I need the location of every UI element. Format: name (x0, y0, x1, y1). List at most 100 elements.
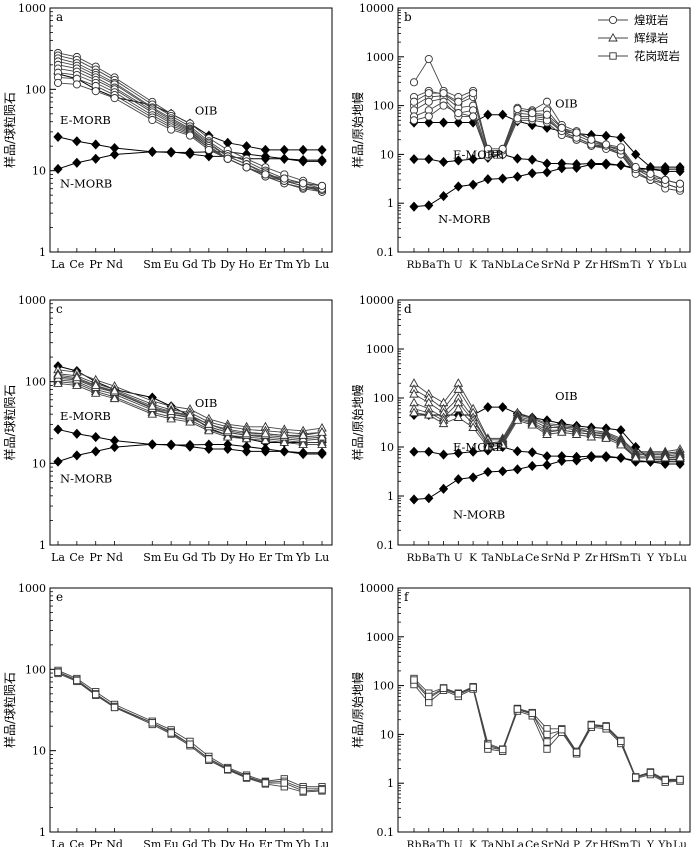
y-tick-label: 100 (25, 663, 46, 676)
y-tick-label: 1 (387, 490, 394, 503)
reference-point-nmorb (147, 439, 157, 450)
reference-point-nmorb (498, 466, 508, 477)
reference-point-nmorb (72, 450, 82, 461)
data-point-circle (110, 94, 119, 103)
reference-point-nmorb (557, 455, 567, 466)
x-tick-label: Yb (295, 258, 310, 271)
reference-point-oib (498, 402, 508, 413)
reference-point-nmorb (317, 155, 327, 166)
x-tick-label: Yb (657, 552, 672, 564)
x-tick-label: Lu (315, 838, 329, 847)
y-tick-label: 10 (32, 457, 46, 470)
legend-label: 煌斑岩 (634, 13, 669, 27)
data-point-square (528, 709, 536, 717)
x-tick-label: Ce (525, 259, 539, 271)
reference-point-emorb (527, 447, 537, 458)
x-tick-label: Sr (541, 259, 554, 271)
data-point-triangle (468, 422, 478, 431)
reference-point-nmorb (72, 157, 82, 168)
reference-point-emorb (53, 131, 63, 142)
reference-point-oib (317, 144, 327, 155)
chart-panel-f: 0.1 1 10 100 1000 10000 Rb Ba Th U K Ta Nb La Ce Sr Nd P Z… (350, 582, 691, 847)
reference-point-emorb (438, 449, 449, 460)
reference-label-oib: OIB (555, 389, 577, 403)
reference-point-oib (527, 119, 537, 131)
reference-point-nmorb (298, 447, 308, 458)
data-point-circle (317, 181, 327, 190)
data-point-square (572, 748, 581, 756)
x-tick-label: La (51, 551, 65, 564)
chart-panel-a: 1 10 100 1000 La Ce Pr Nd Sm Eu Gd Tb Dy Ho Er Tm Yb Lu a 样… (2, 2, 333, 271)
chart-panel-d: 0.1 1 10 100 1000 10000 Rb Ba Th U K Ta Nb La Ce Sr Nd P Z… (350, 294, 691, 564)
data-point-square (73, 676, 81, 685)
data-point-circle (424, 97, 433, 106)
x-tick-label: Yb (295, 838, 310, 847)
reference-point-nmorb (527, 168, 537, 179)
data-point-triangle (166, 413, 176, 423)
y-tick-label: 10 (32, 745, 46, 758)
data-point-circle (454, 109, 463, 118)
plot-frame (49, 299, 333, 546)
x-tick-label: Pr (89, 838, 102, 847)
data-point-circle (661, 175, 670, 184)
y-tick-label: 100 (25, 83, 46, 96)
x-tick-label: Dy (220, 838, 236, 847)
x-tick-label: Yb (295, 551, 310, 564)
x-tick-label: Ta (482, 552, 494, 564)
legend-marker-circle (608, 15, 618, 25)
reference-point-emorb (512, 446, 523, 457)
y-tick-label: 100 (25, 376, 46, 389)
data-point-triangle (409, 407, 419, 417)
y-tick-label: 0.1 (377, 826, 395, 839)
y-tick-label: 100 (373, 100, 394, 113)
data-point-circle (223, 154, 232, 163)
reference-point-nmorb (527, 460, 537, 472)
reference-point-nmorb (260, 151, 271, 162)
x-tick-label: La (511, 839, 524, 847)
plot-frame (397, 587, 691, 833)
data-point-square (148, 719, 156, 727)
y-tick-label: 1 (39, 826, 46, 839)
data-point-circle (409, 97, 419, 106)
x-tick-label: Ce (525, 839, 539, 847)
reference-label-oib: OIB (555, 97, 577, 111)
x-tick-label: K (469, 839, 477, 847)
x-tick-label: Hf (600, 259, 614, 271)
x-tick-label: U (454, 839, 463, 847)
reference-point-oib (298, 144, 308, 155)
data-point-square (499, 745, 507, 754)
reference-label-oib: OIB (195, 396, 217, 410)
x-tick-label: Sm (143, 551, 162, 564)
y-tick-label: 1 (387, 777, 394, 790)
data-point-triangle (483, 441, 493, 451)
data-point-square (299, 787, 307, 795)
reference-point-nmorb (298, 155, 308, 166)
reference-point-nmorb (91, 153, 101, 164)
data-point-triangle (601, 433, 611, 442)
data-point-triangle (185, 416, 195, 426)
x-tick-label: La (511, 259, 524, 271)
y-tick-label: 100 (373, 392, 394, 405)
y-tick-label: 10000 (359, 2, 394, 15)
reference-point-nmorb (424, 493, 434, 504)
plot-frame (49, 587, 333, 833)
reference-point-emorb (424, 154, 434, 165)
data-point-triangle (147, 401, 158, 410)
data-point-triangle (675, 452, 685, 462)
reference-point-emorb (72, 428, 82, 439)
reference-point-nmorb (453, 181, 463, 192)
x-tick-label: Pr (89, 258, 102, 271)
x-tick-label: Nd (554, 839, 570, 847)
x-tick-label: La (51, 258, 65, 271)
data-point-triangle (571, 429, 582, 438)
reference-point-nmorb (204, 439, 214, 450)
data-point-circle (167, 125, 176, 134)
x-tick-label: Tb (202, 838, 216, 847)
x-tick-label: Ho (238, 838, 255, 847)
data-point-circle (587, 135, 596, 144)
chart-panel-c: 1 10 100 1000 La Ce Pr Nd Sm Eu Gd Tb Dy Ho Er Tm Yb Lu c 样… (2, 294, 333, 564)
data-point-circle (675, 179, 685, 188)
data-point-square (439, 684, 448, 692)
reference-point-nmorb (453, 474, 463, 485)
